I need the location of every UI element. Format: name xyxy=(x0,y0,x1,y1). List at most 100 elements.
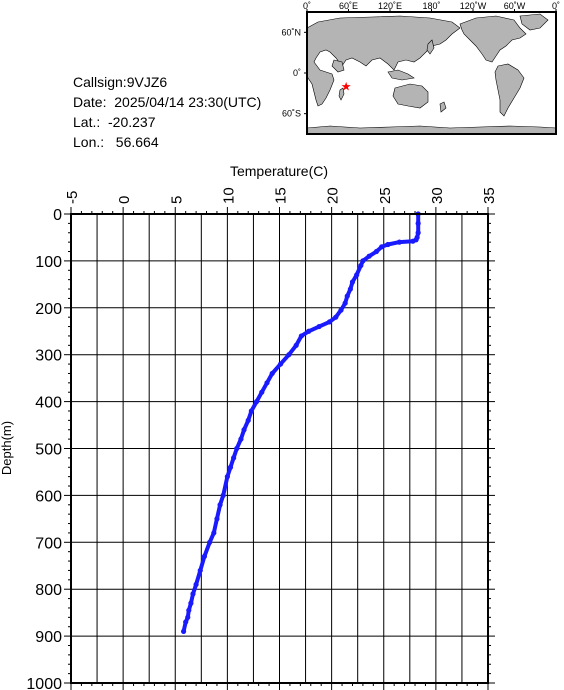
temperature-data-point xyxy=(238,436,244,442)
temperature-data-point xyxy=(410,238,416,244)
y-tick-label: 800 xyxy=(35,582,62,599)
callsign-text: Callsign:9VJZ6 xyxy=(73,74,168,90)
temperature-data-point xyxy=(286,352,292,358)
map-lon-label: 0˚ xyxy=(552,1,560,11)
x-tick-label: 10 xyxy=(220,187,237,204)
temperature-data-point xyxy=(224,474,230,480)
y-tick-label: 1000 xyxy=(26,676,62,690)
temperature-data-point xyxy=(211,530,217,536)
temperature-data-point xyxy=(342,300,348,306)
temperature-data-point xyxy=(347,286,353,292)
location-map: 0˚ 60˚E 120˚E 180˚ 120˚W 60˚W 0˚ 60˚N 0˚ 60˚S ★ xyxy=(281,1,560,135)
x-tick-label: 15 xyxy=(273,187,290,204)
x-tick-label: 20 xyxy=(325,187,342,204)
temperature-data-point xyxy=(253,399,260,405)
plot-frame xyxy=(70,213,489,684)
temperature-data-point xyxy=(248,408,254,414)
temperature-data-point xyxy=(379,244,385,250)
x-axis-title: Temperature(C) xyxy=(230,163,328,179)
landmass-australia xyxy=(392,83,429,109)
y-tick-label: 0 xyxy=(53,207,62,224)
map-lon-label: 180˚ xyxy=(422,1,440,11)
temperature-data-point xyxy=(217,502,223,508)
temperature-data-point xyxy=(298,333,304,339)
temperature-data-point xyxy=(183,619,189,625)
temperature-data-point xyxy=(366,253,372,259)
landmass-madagascar xyxy=(338,87,345,101)
temperature-data-point xyxy=(188,600,194,606)
temperature-data-point xyxy=(333,314,339,320)
y-tick-label: 100 xyxy=(35,254,62,271)
landmass-south-america xyxy=(494,63,525,117)
temperature-data-point xyxy=(207,539,213,545)
temperature-data-point xyxy=(186,607,192,613)
temperature-data-point xyxy=(326,319,333,325)
y-tick-label: 900 xyxy=(35,629,62,646)
temperature-data-point xyxy=(231,455,237,461)
temperature-data-point xyxy=(316,323,322,330)
x-tick-label: 5 xyxy=(168,196,185,204)
temperature-data-point xyxy=(293,342,299,348)
y-tick-label: 500 xyxy=(35,442,62,459)
map-labels: 0˚ 60˚E 120˚E 180˚ 120˚W 60˚W 0˚ 60˚N 0˚ 60˚S xyxy=(281,1,560,119)
temperature-data-point xyxy=(190,591,196,597)
temperature-data-point xyxy=(185,614,191,620)
landmass-new-zealand xyxy=(439,101,447,113)
temperature-data-point xyxy=(269,370,275,377)
map-lat-label: 60˚S xyxy=(282,109,301,119)
temperature-data-point xyxy=(415,220,421,226)
temperature-data-point xyxy=(180,628,187,635)
temperature-data-point xyxy=(264,380,270,386)
map-ticks xyxy=(304,9,557,115)
temperature-data-point xyxy=(338,307,344,313)
chart-tick-labels: -5 0 5 10 15 20 25 30 35010020030040050060070080… xyxy=(26,187,498,690)
x-tick-label: 35 xyxy=(481,187,498,204)
temperature-data-point xyxy=(373,248,380,255)
chart-series xyxy=(180,211,421,635)
landmass-indonesia xyxy=(387,69,415,81)
y-tick-label: 200 xyxy=(35,301,62,318)
x-tick-label: 25 xyxy=(377,187,394,204)
x-tick-label: -5 xyxy=(64,191,81,204)
map-lat-label: 60˚N xyxy=(281,27,301,37)
y-tick-label: 400 xyxy=(35,395,62,412)
temperature-data-point xyxy=(245,417,251,423)
temperature-data-point xyxy=(214,516,220,522)
longitude-text: Lon.: 56.664 xyxy=(73,134,159,150)
map-lon-label: 0˚ xyxy=(303,1,311,11)
temperature-data-point xyxy=(344,293,350,299)
temperature-data-point xyxy=(201,553,208,559)
y-axis-title: Depth(m) xyxy=(0,421,14,475)
map-landmasses xyxy=(306,13,557,135)
temperature-data-point xyxy=(306,328,312,334)
temperature-data-point xyxy=(259,389,265,395)
temperature-data-point xyxy=(354,272,360,278)
temperature-data-point xyxy=(349,279,356,285)
station-marker-icon: ★ xyxy=(341,80,352,94)
x-tick-label: 0 xyxy=(116,196,133,204)
temperature-data-point xyxy=(358,262,364,269)
latitude-text: Lat.: -20.237 xyxy=(73,114,156,130)
temperature-data-point xyxy=(234,445,240,452)
y-tick-label: 700 xyxy=(35,535,62,552)
map-lat-label: 0˚ xyxy=(293,68,301,78)
date-text: Date: 2025/04/14 23:30(UTC) xyxy=(73,94,262,110)
map-lon-label: 60˚W xyxy=(504,1,526,11)
map-lon-label: 60˚E xyxy=(339,1,358,11)
map-lon-label: 120˚E xyxy=(378,1,402,11)
temperature-data-point xyxy=(385,241,391,248)
temperature-data-point xyxy=(396,239,402,245)
landmass-japan xyxy=(426,39,435,55)
y-tick-label: 300 xyxy=(35,348,62,365)
temperature-data-point xyxy=(277,361,284,367)
landmass-north-america xyxy=(459,15,527,63)
temperature-data-point xyxy=(197,567,203,574)
y-tick-label: 600 xyxy=(35,488,62,505)
temperature-data-point xyxy=(415,230,421,236)
temperature-data-point xyxy=(241,427,247,433)
temperature-profile-line xyxy=(181,212,421,634)
landmass-arabia xyxy=(331,59,345,73)
temperature-data-point xyxy=(193,581,199,588)
landmass-eurasia-africa xyxy=(306,15,461,107)
